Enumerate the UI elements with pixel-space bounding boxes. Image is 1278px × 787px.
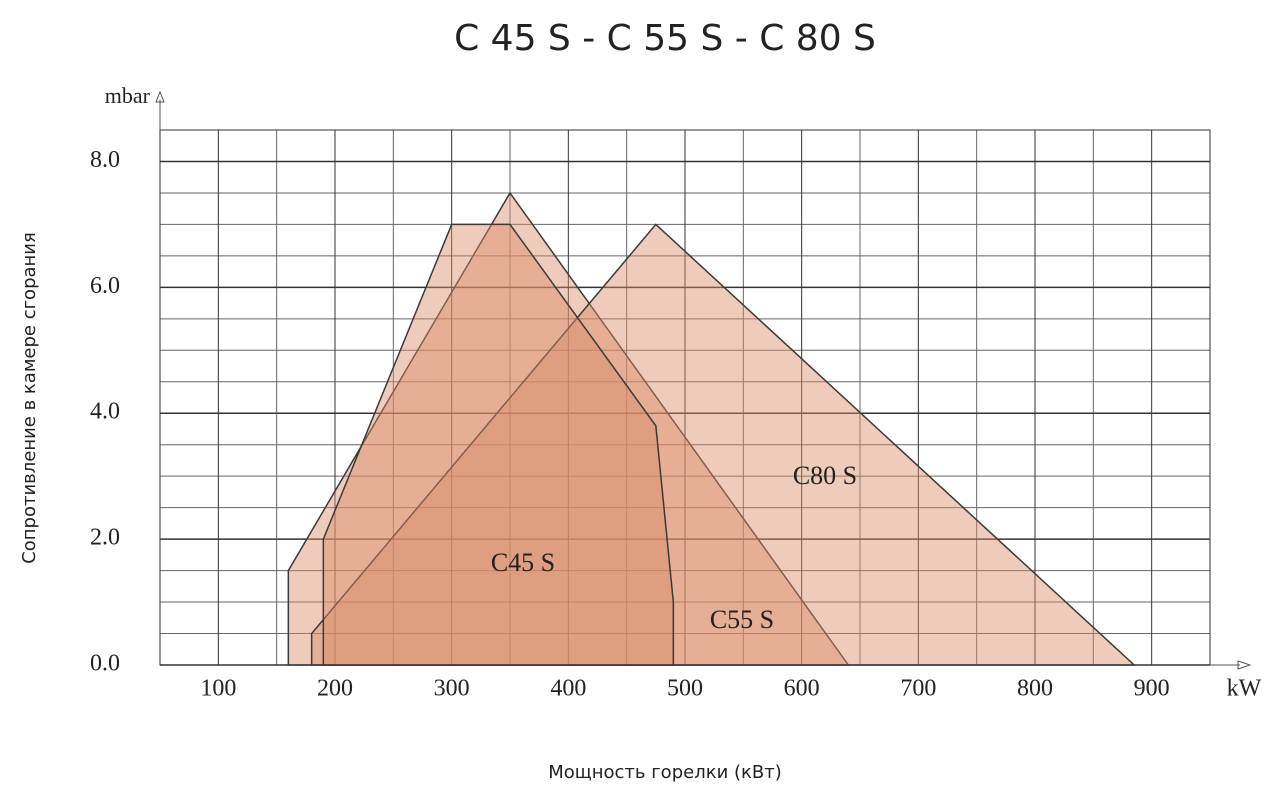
x-tick-label: 600: [784, 676, 820, 702]
chart-title: C 45 S - C 55 S - C 80 S: [454, 18, 876, 59]
x-tick-label: 800: [1017, 676, 1053, 702]
x-axis-arrow: [1237, 660, 1252, 670]
y-axis-label: Сопротивление в камере сгорания: [19, 232, 40, 564]
areas: [287, 191, 1137, 666]
x-tick-label: 900: [1134, 676, 1170, 702]
x-tick-label: 100: [200, 676, 236, 702]
area: [310, 223, 1137, 666]
x-tick-label: 300: [434, 676, 470, 702]
x-tick-label: 200: [317, 676, 353, 702]
series-label: C80 S: [793, 461, 857, 490]
x-unit: kW: [1227, 676, 1262, 702]
x-tick-label: 400: [550, 676, 586, 702]
x-tick-label: 700: [900, 676, 936, 702]
series-label: C45 S: [491, 548, 555, 577]
series-label: C55 S: [710, 605, 774, 634]
x-axis-label: Мощность горелки (кВт): [548, 762, 782, 783]
y-axis-arrow: [155, 90, 165, 103]
labels: C55 S C80 S C45 S: [491, 461, 857, 634]
area: [322, 223, 675, 666]
y-tick-label: 2.0: [90, 525, 120, 551]
y-tick-label: 0.0: [90, 651, 120, 677]
y-tick-label: 4.0: [90, 399, 120, 425]
x-tick-label: 500: [667, 676, 703, 702]
y-tick-label: 6.0: [90, 273, 120, 299]
y-unit: mbar: [105, 83, 151, 108]
grid: [159, 129, 1211, 666]
y-tick-label: 8.0: [90, 147, 120, 173]
